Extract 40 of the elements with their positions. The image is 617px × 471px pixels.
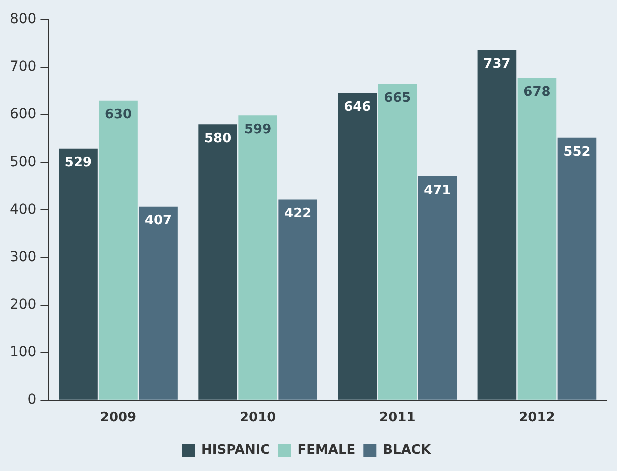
legend-label: BLACK [383, 442, 432, 458]
y-tick-label: 400 [10, 202, 37, 218]
bar [278, 200, 318, 400]
bar [558, 138, 597, 400]
bar [59, 148, 98, 400]
legend-label: FEMALE [298, 442, 356, 458]
bar [198, 124, 238, 400]
x-tick-label: 2010 [240, 410, 276, 426]
data-label: 737 [484, 56, 511, 72]
y-tick-label: 800 [10, 12, 37, 28]
y-tick-label: 100 [10, 344, 37, 360]
legend-label: HISPANIC [201, 442, 270, 458]
bar [378, 84, 418, 400]
data-label: 678 [524, 84, 551, 100]
data-label: 646 [344, 100, 372, 116]
bar [518, 78, 557, 400]
data-label: 665 [384, 91, 412, 106]
data-label: 552 [564, 144, 591, 160]
data-label: 471 [424, 183, 452, 198]
y-tick-label: 200 [10, 296, 37, 313]
bar [338, 93, 378, 400]
y-tick-label: 600 [10, 106, 37, 123]
x-tick-label: 2009 [100, 410, 137, 426]
y-tick-label: 700 [10, 59, 37, 76]
data-label: 599 [244, 122, 272, 138]
y-tick-label: 300 [10, 249, 37, 266]
bar [99, 100, 138, 400]
bar [418, 176, 458, 400]
y-tick-label: 500 [10, 154, 37, 170]
data-label: 422 [284, 206, 312, 222]
data-label: 529 [64, 156, 92, 171]
data-label: 630 [104, 108, 132, 123]
y-tick-label: 0 [28, 392, 37, 408]
bar [478, 50, 517, 400]
data-label: 580 [204, 131, 232, 146]
x-tick-label: 2012 [519, 410, 556, 426]
data-label: 407 [144, 214, 172, 229]
x-tick-label: 2011 [380, 410, 416, 426]
bar [238, 116, 278, 400]
bar [139, 206, 178, 400]
